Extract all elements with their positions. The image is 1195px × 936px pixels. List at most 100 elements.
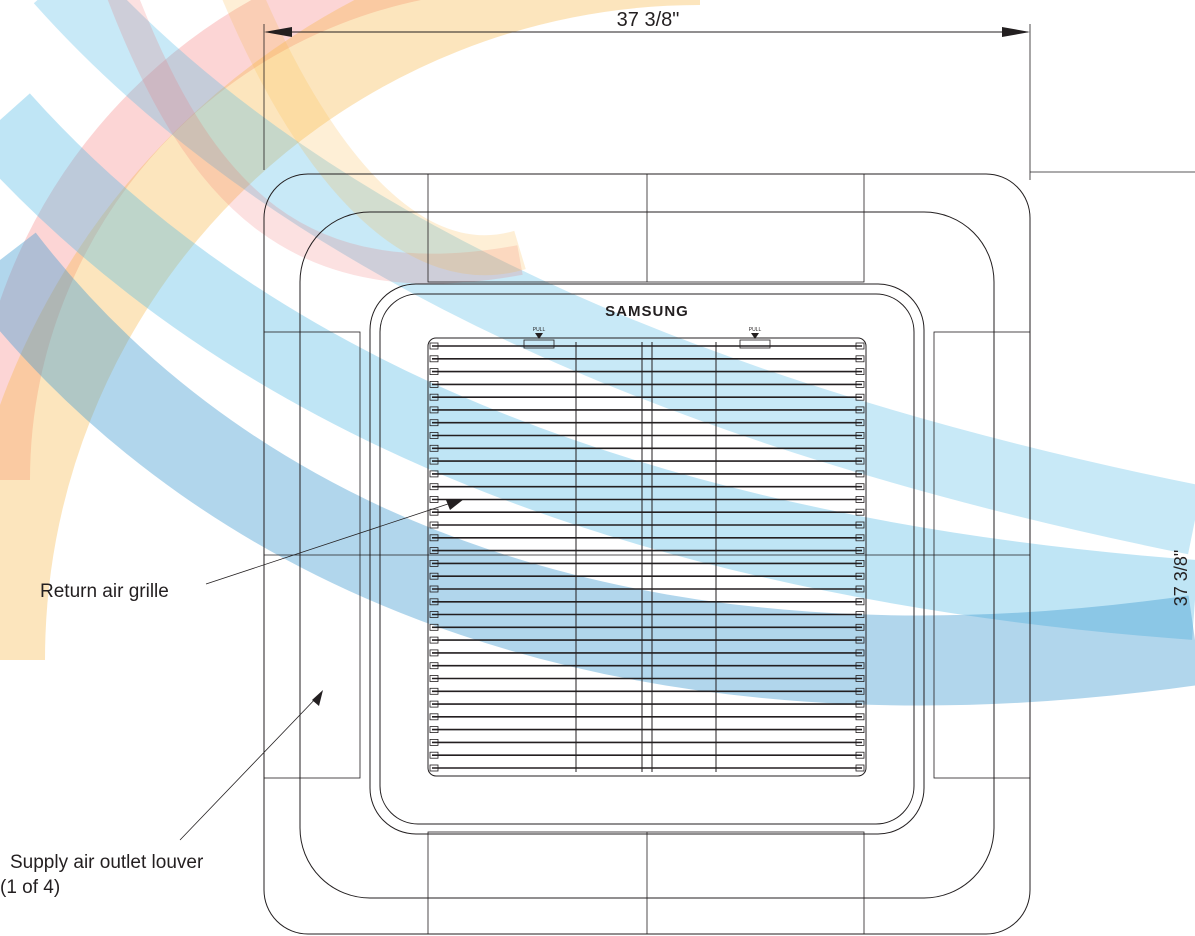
grille-bar-clip — [429, 547, 439, 554]
grille-bar-clip — [429, 419, 439, 427]
grille-bar-clip — [855, 726, 865, 733]
grille-bar-clip — [855, 547, 865, 554]
pull-tab-icon: PULL — [739, 327, 771, 349]
outlet-slot-bottom — [427, 831, 865, 935]
watermark-arcs — [0, 0, 1195, 706]
arrowhead — [446, 499, 464, 510]
grille-bar-clip — [429, 470, 439, 478]
grille-bar-clip — [855, 483, 865, 491]
height-dimension: 37 3/8" — [1030, 171, 1195, 606]
grille-bar-clip — [855, 662, 865, 670]
arrowhead — [1002, 27, 1030, 37]
leader-line — [205, 499, 461, 585]
grille-bar-clip — [429, 764, 439, 772]
watermark-arc-blue-3 — [0, 232, 1195, 706]
grille-bar-clip — [429, 662, 439, 670]
grille-bar-clip — [855, 713, 865, 721]
leader-line — [179, 693, 321, 841]
grille-bar-clip — [855, 355, 865, 363]
grille-bar-clip — [429, 572, 439, 580]
grille-bar-clip — [855, 598, 865, 606]
grille-bar-clip — [855, 700, 865, 708]
grille-bar-clip — [429, 611, 439, 618]
grille-bar-clip — [429, 457, 439, 465]
grille-bar-clip — [429, 432, 439, 439]
brand-logo: SAMSUNG — [605, 303, 689, 320]
grille-bar-clip — [855, 393, 865, 401]
grille-bar-clip — [429, 739, 439, 746]
grille-bar-clip — [429, 585, 439, 593]
grille-bar-clip — [855, 572, 865, 580]
grille-bar-clip — [429, 649, 439, 657]
grille-bar-clip — [855, 675, 865, 682]
grille-bar-clip — [429, 368, 439, 376]
width-label: 37 3/8" — [617, 9, 680, 31]
supply-air-label-line1: Supply air outlet louver — [10, 852, 204, 873]
grille-bar-clip — [855, 649, 865, 657]
grille-bar-clip — [429, 508, 439, 516]
grille-bar-clip — [429, 675, 439, 682]
arrowhead — [264, 27, 292, 37]
grille-bars — [429, 342, 865, 772]
arrowhead — [751, 333, 759, 339]
grille-bar-clip — [855, 444, 865, 452]
width-dimension: 37 3/8" — [263, 9, 1031, 180]
grille-frame-inner — [379, 293, 915, 825]
callout-return-air: Return air grille — [40, 499, 464, 602]
grille-bar-clip — [855, 751, 865, 759]
pull-tab-body — [523, 339, 555, 349]
grille-bar-clip — [855, 368, 865, 376]
grille-bar-clip — [429, 560, 439, 567]
watermark-arc-red — [0, 0, 422, 481]
grille-bar-clip — [855, 419, 865, 427]
grille-bar-clip — [429, 521, 439, 529]
outer-panel — [263, 173, 1031, 935]
return-air-label: Return air grille — [40, 581, 169, 602]
grille-bar-clip — [429, 342, 439, 350]
pull-tab-text: PULL — [749, 327, 762, 333]
grille-bar-clip — [855, 342, 865, 350]
return-air-grille: PULL PULL — [427, 327, 867, 777]
watermark-arc-blue-1 — [33, 0, 1195, 555]
grille-bar-clip — [855, 457, 865, 465]
grille-bar-clip — [429, 496, 439, 503]
grille-bar-clip — [855, 611, 865, 618]
callout-supply-air: Supply air outlet louver (1 of 4) — [0, 690, 323, 898]
grille-bar-clip — [429, 751, 439, 759]
grille-bar-clip — [429, 393, 439, 401]
grille-bar-clip — [429, 726, 439, 733]
grille-bar-clip — [429, 534, 439, 542]
grille-bar-clip — [855, 406, 865, 414]
grille-bar-clip — [855, 521, 865, 529]
grille-bar-clip — [855, 687, 865, 695]
grille-bar-clip — [855, 739, 865, 746]
height-label: 37 3/8" — [1171, 550, 1191, 606]
grille-bar-clip — [429, 623, 439, 631]
grille-bar-clip — [429, 687, 439, 695]
grille-frame-outer — [369, 283, 925, 835]
grille-bar-clip — [429, 636, 439, 644]
grille-bar-clip — [429, 713, 439, 721]
grille-bar-clip — [855, 585, 865, 593]
watermark-arc-red-2 — [107, 0, 523, 284]
grille-bar-clip — [429, 700, 439, 708]
grille-bar-clip — [429, 483, 439, 491]
grille-bar-clip — [429, 598, 439, 606]
grille-bar-clip — [429, 355, 439, 363]
watermark-arc-blue-2 — [0, 93, 1195, 640]
grille-bar-clip — [855, 470, 865, 478]
supply-air-label-line2: (1 of 4) — [0, 877, 60, 898]
grille-bar-clip — [855, 764, 865, 772]
pull-tab-icon: PULL — [523, 327, 555, 349]
pull-tab-body — [739, 339, 771, 349]
grille-verticals — [575, 342, 717, 772]
grille-bar-clip — [429, 380, 439, 388]
arrowhead — [535, 333, 543, 339]
grille-bar-clip — [855, 496, 865, 503]
grille-bar-clip — [855, 508, 865, 516]
grille-bar-clip — [855, 636, 865, 644]
pull-tab-text: PULL — [533, 327, 546, 333]
grille-frame: SAMSUNG — [369, 283, 925, 835]
